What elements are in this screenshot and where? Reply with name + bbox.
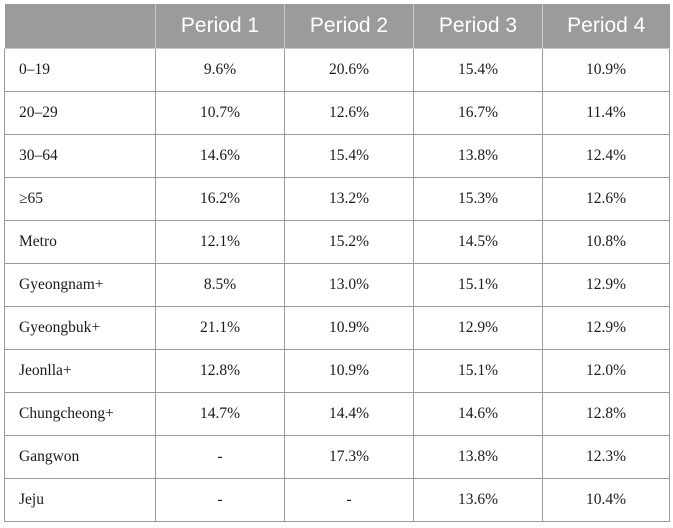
table-cell: 11.4% [542, 91, 670, 135]
table-cell: 15.1% [413, 263, 543, 307]
table-cell: 12.9% [542, 306, 670, 350]
row-label: 20–29 [4, 91, 156, 135]
row-label: Chungcheong+ [4, 392, 156, 436]
row-label: Gangwon [4, 435, 156, 479]
table-row: 0–19 9.6% 20.6% 15.4% 10.9% [4, 48, 670, 92]
table-cell: 14.4% [284, 392, 414, 436]
header-cell-period-3: Period 3 [413, 4, 543, 49]
table-cell: 15.4% [284, 134, 414, 178]
table-row: 20–29 10.7% 12.6% 16.7% 11.4% [4, 91, 670, 135]
header-cell-period-2: Period 2 [284, 4, 414, 49]
table-row: Jeju - - 13.6% 10.4% [4, 478, 670, 522]
table-cell: 14.6% [413, 392, 543, 436]
table-cell: 12.8% [542, 392, 670, 436]
table-cell: 10.9% [284, 306, 414, 350]
table-row: Gyeongnam+ 8.5% 13.0% 15.1% 12.9% [4, 263, 670, 307]
table-cell: 12.9% [542, 263, 670, 307]
table-cell: 12.9% [413, 306, 543, 350]
table-body: 0–19 9.6% 20.6% 15.4% 10.9% 20–29 10.7% … [4, 48, 670, 522]
row-label: 30–64 [4, 134, 156, 178]
table-cell: 16.7% [413, 91, 543, 135]
table-cell: 12.3% [542, 435, 670, 479]
table-row: Jeonlla+ 12.8% 10.9% 15.1% 12.0% [4, 349, 670, 393]
table-cell: 20.6% [284, 48, 414, 92]
table-cell: 12.6% [542, 177, 670, 221]
table-cell: 8.5% [155, 263, 285, 307]
table-header: Period 1 Period 2 Period 3 Period 4 [4, 4, 670, 49]
table-cell: 14.6% [155, 134, 285, 178]
row-label: 0–19 [4, 48, 156, 92]
row-label: Metro [4, 220, 156, 264]
table-cell: 13.2% [284, 177, 414, 221]
table-cell: 13.6% [413, 478, 543, 522]
row-label: Gyeongbuk+ [4, 306, 156, 350]
table-row: Metro 12.1% 15.2% 14.5% 10.8% [4, 220, 670, 264]
table-cell: 15.4% [413, 48, 543, 92]
table-cell: - [155, 435, 285, 479]
table-cell: 10.9% [284, 349, 414, 393]
table-cell: 10.7% [155, 91, 285, 135]
table-row: Gangwon - 17.3% 13.8% 12.3% [4, 435, 670, 479]
table-cell: - [284, 478, 414, 522]
table-cell: 12.1% [155, 220, 285, 264]
table-container: Period 1 Period 2 Period 3 Period 4 0–19… [4, 4, 670, 522]
row-label: Gyeongnam+ [4, 263, 156, 307]
table-cell: 16.2% [155, 177, 285, 221]
header-cell-period-4: Period 4 [542, 4, 670, 49]
header-cell-period-1: Period 1 [155, 4, 285, 49]
table-row: Gyeongbuk+ 21.1% 10.9% 12.9% 12.9% [4, 306, 670, 350]
table-cell: 12.4% [542, 134, 670, 178]
table-cell: 12.6% [284, 91, 414, 135]
table-cell: - [155, 478, 285, 522]
table-cell: 15.2% [284, 220, 414, 264]
table-cell: 13.8% [413, 134, 543, 178]
table-cell: 14.7% [155, 392, 285, 436]
table-cell: 10.9% [542, 48, 670, 92]
row-label: ≥65 [4, 177, 156, 221]
data-table: Period 1 Period 2 Period 3 Period 4 0–19… [4, 4, 670, 522]
table-cell: 14.5% [413, 220, 543, 264]
header-row: Period 1 Period 2 Period 3 Period 4 [4, 4, 670, 49]
table-cell: 9.6% [155, 48, 285, 92]
table-cell: 12.8% [155, 349, 285, 393]
table-cell: 13.8% [413, 435, 543, 479]
row-label: Jeju [4, 478, 156, 522]
table-row: Chungcheong+ 14.7% 14.4% 14.6% 12.8% [4, 392, 670, 436]
table-cell: 10.4% [542, 478, 670, 522]
table-cell: 15.3% [413, 177, 543, 221]
table-cell: 10.8% [542, 220, 670, 264]
table-cell: 12.0% [542, 349, 670, 393]
header-cell-blank [4, 4, 156, 49]
row-label: Jeonlla+ [4, 349, 156, 393]
table-cell: 17.3% [284, 435, 414, 479]
table-row: 30–64 14.6% 15.4% 13.8% 12.4% [4, 134, 670, 178]
table-cell: 21.1% [155, 306, 285, 350]
table-cell: 13.0% [284, 263, 414, 307]
table-cell: 15.1% [413, 349, 543, 393]
table-row: ≥65 16.2% 13.2% 15.3% 12.6% [4, 177, 670, 221]
